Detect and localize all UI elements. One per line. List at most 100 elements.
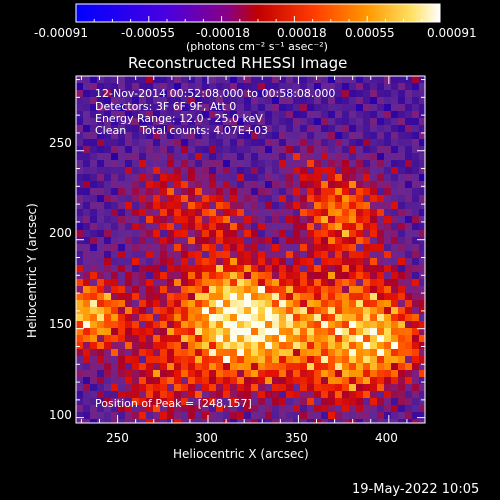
image-pixel — [342, 237, 349, 244]
image-pixel — [146, 363, 153, 370]
image-pixel — [83, 300, 90, 307]
image-pixel — [384, 76, 391, 83]
image-pixel — [223, 244, 230, 251]
image-pixel — [216, 321, 223, 328]
image-pixel — [356, 244, 363, 251]
image-pixel — [97, 314, 104, 321]
image-pixel — [118, 279, 125, 286]
image-pixel — [230, 279, 237, 286]
image-pixel — [251, 342, 258, 349]
image-pixel — [258, 223, 265, 230]
image-pixel — [132, 209, 139, 216]
image-pixel — [307, 335, 314, 342]
image-pixel — [272, 153, 279, 160]
image-pixel — [132, 202, 139, 209]
image-pixel — [195, 188, 202, 195]
image-pixel — [419, 419, 425, 423]
image-pixel — [328, 258, 335, 265]
image-pixel — [412, 223, 419, 230]
image-pixel — [398, 167, 405, 174]
image-pixel — [419, 111, 425, 118]
image-pixel — [230, 251, 237, 258]
image-pixel — [83, 314, 90, 321]
image-pixel — [195, 335, 202, 342]
image-pixel — [223, 279, 230, 286]
image-pixel — [181, 216, 188, 223]
image-pixel — [314, 244, 321, 251]
image-pixel — [356, 356, 363, 363]
image-pixel — [83, 209, 90, 216]
image-pixel — [405, 83, 412, 90]
image-pixel — [104, 272, 111, 279]
image-pixel — [209, 90, 216, 97]
image-pixel — [251, 286, 258, 293]
image-pixel — [370, 405, 377, 412]
image-pixel — [230, 139, 237, 146]
image-pixel — [139, 251, 146, 258]
image-pixel — [174, 272, 181, 279]
image-pixel — [125, 398, 132, 405]
image-pixel — [111, 216, 118, 223]
image-pixel — [349, 125, 356, 132]
image-pixel — [160, 370, 167, 377]
image-pixel — [174, 251, 181, 258]
image-pixel — [230, 216, 237, 223]
image-pixel — [405, 216, 412, 223]
image-pixel — [111, 160, 118, 167]
image-pixel — [349, 188, 356, 195]
image-pixel — [405, 153, 412, 160]
image-pixel — [307, 153, 314, 160]
image-pixel — [223, 321, 230, 328]
image-pixel — [90, 83, 97, 90]
image-pixel — [405, 174, 412, 181]
image-pixel — [286, 237, 293, 244]
image-pixel — [405, 97, 412, 104]
image-pixel — [223, 181, 230, 188]
image-pixel — [139, 223, 146, 230]
image-pixel — [195, 356, 202, 363]
image-pixel — [181, 209, 188, 216]
image-pixel — [118, 258, 125, 265]
image-pixel — [342, 139, 349, 146]
image-pixel — [293, 370, 300, 377]
image-pixel — [216, 90, 223, 97]
image-pixel — [307, 370, 314, 377]
image-pixel — [398, 272, 405, 279]
image-pixel — [237, 97, 244, 104]
image-pixel — [293, 244, 300, 251]
image-pixel — [216, 405, 223, 412]
image-pixel — [125, 314, 132, 321]
image-pixel — [363, 160, 370, 167]
image-pixel — [160, 265, 167, 272]
image-pixel — [279, 314, 286, 321]
image-pixel — [293, 167, 300, 174]
image-pixel — [342, 391, 349, 398]
image-pixel — [104, 412, 111, 419]
image-pixel — [244, 356, 251, 363]
image-pixel — [244, 167, 251, 174]
image-pixel — [321, 384, 328, 391]
image-pixel — [118, 377, 125, 384]
image-pixel — [76, 125, 83, 132]
image-pixel — [111, 209, 118, 216]
image-pixel — [412, 111, 419, 118]
image-pixel — [286, 216, 293, 223]
image-pixel — [328, 265, 335, 272]
image-pixel — [104, 342, 111, 349]
image-pixel — [174, 356, 181, 363]
image-pixel — [230, 146, 237, 153]
image-pixel — [258, 237, 265, 244]
image-pixel — [321, 167, 328, 174]
image-pixel — [83, 216, 90, 223]
image-pixel — [265, 251, 272, 258]
image-pixel — [391, 307, 398, 314]
image-pixel — [384, 321, 391, 328]
image-pixel — [195, 97, 202, 104]
image-pixel — [125, 321, 132, 328]
image-pixel — [76, 335, 83, 342]
image-pixel — [265, 321, 272, 328]
image-pixel — [237, 111, 244, 118]
image-pixel — [118, 419, 125, 423]
image-pixel — [125, 181, 132, 188]
image-pixel — [314, 160, 321, 167]
